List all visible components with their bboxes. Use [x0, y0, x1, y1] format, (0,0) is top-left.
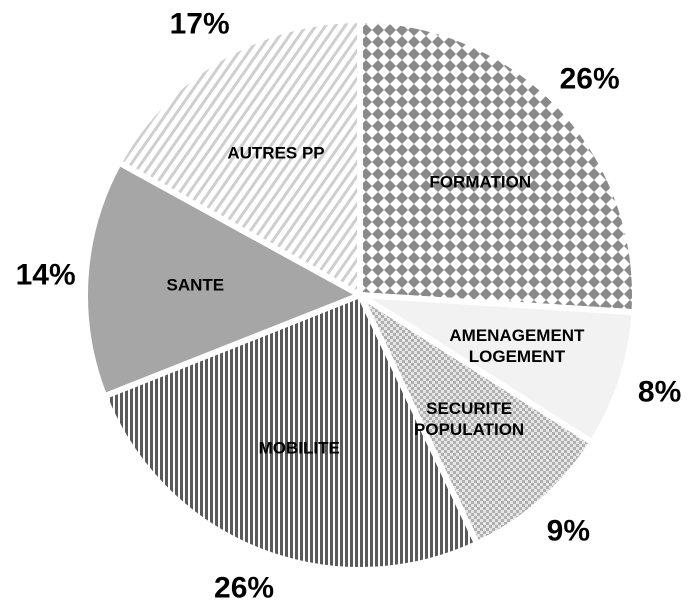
value-label: 14% — [15, 258, 76, 292]
pie-slice — [357, 17, 638, 316]
value-label: 26% — [559, 62, 620, 96]
slice-label: FORMATION — [429, 172, 532, 192]
slice-label: SANTE — [166, 275, 225, 294]
value-label: 26% — [214, 571, 275, 605]
pie-slice — [116, 17, 363, 298]
pie-slice — [357, 292, 638, 446]
slice-label: AMENAGEMENT LOGEMENT — [449, 325, 585, 366]
value-label: 8% — [637, 375, 682, 409]
slice-label: AUTRES PP — [227, 143, 325, 163]
pie-slice — [82, 159, 363, 400]
pie-slice — [357, 292, 596, 547]
value-label: 17% — [169, 7, 230, 41]
value-label: 9% — [546, 514, 590, 548]
slice-label: MOBILITE — [258, 438, 340, 458]
pie-slice — [101, 292, 481, 573]
slice-label: SECURITE POPULATION — [414, 398, 525, 439]
